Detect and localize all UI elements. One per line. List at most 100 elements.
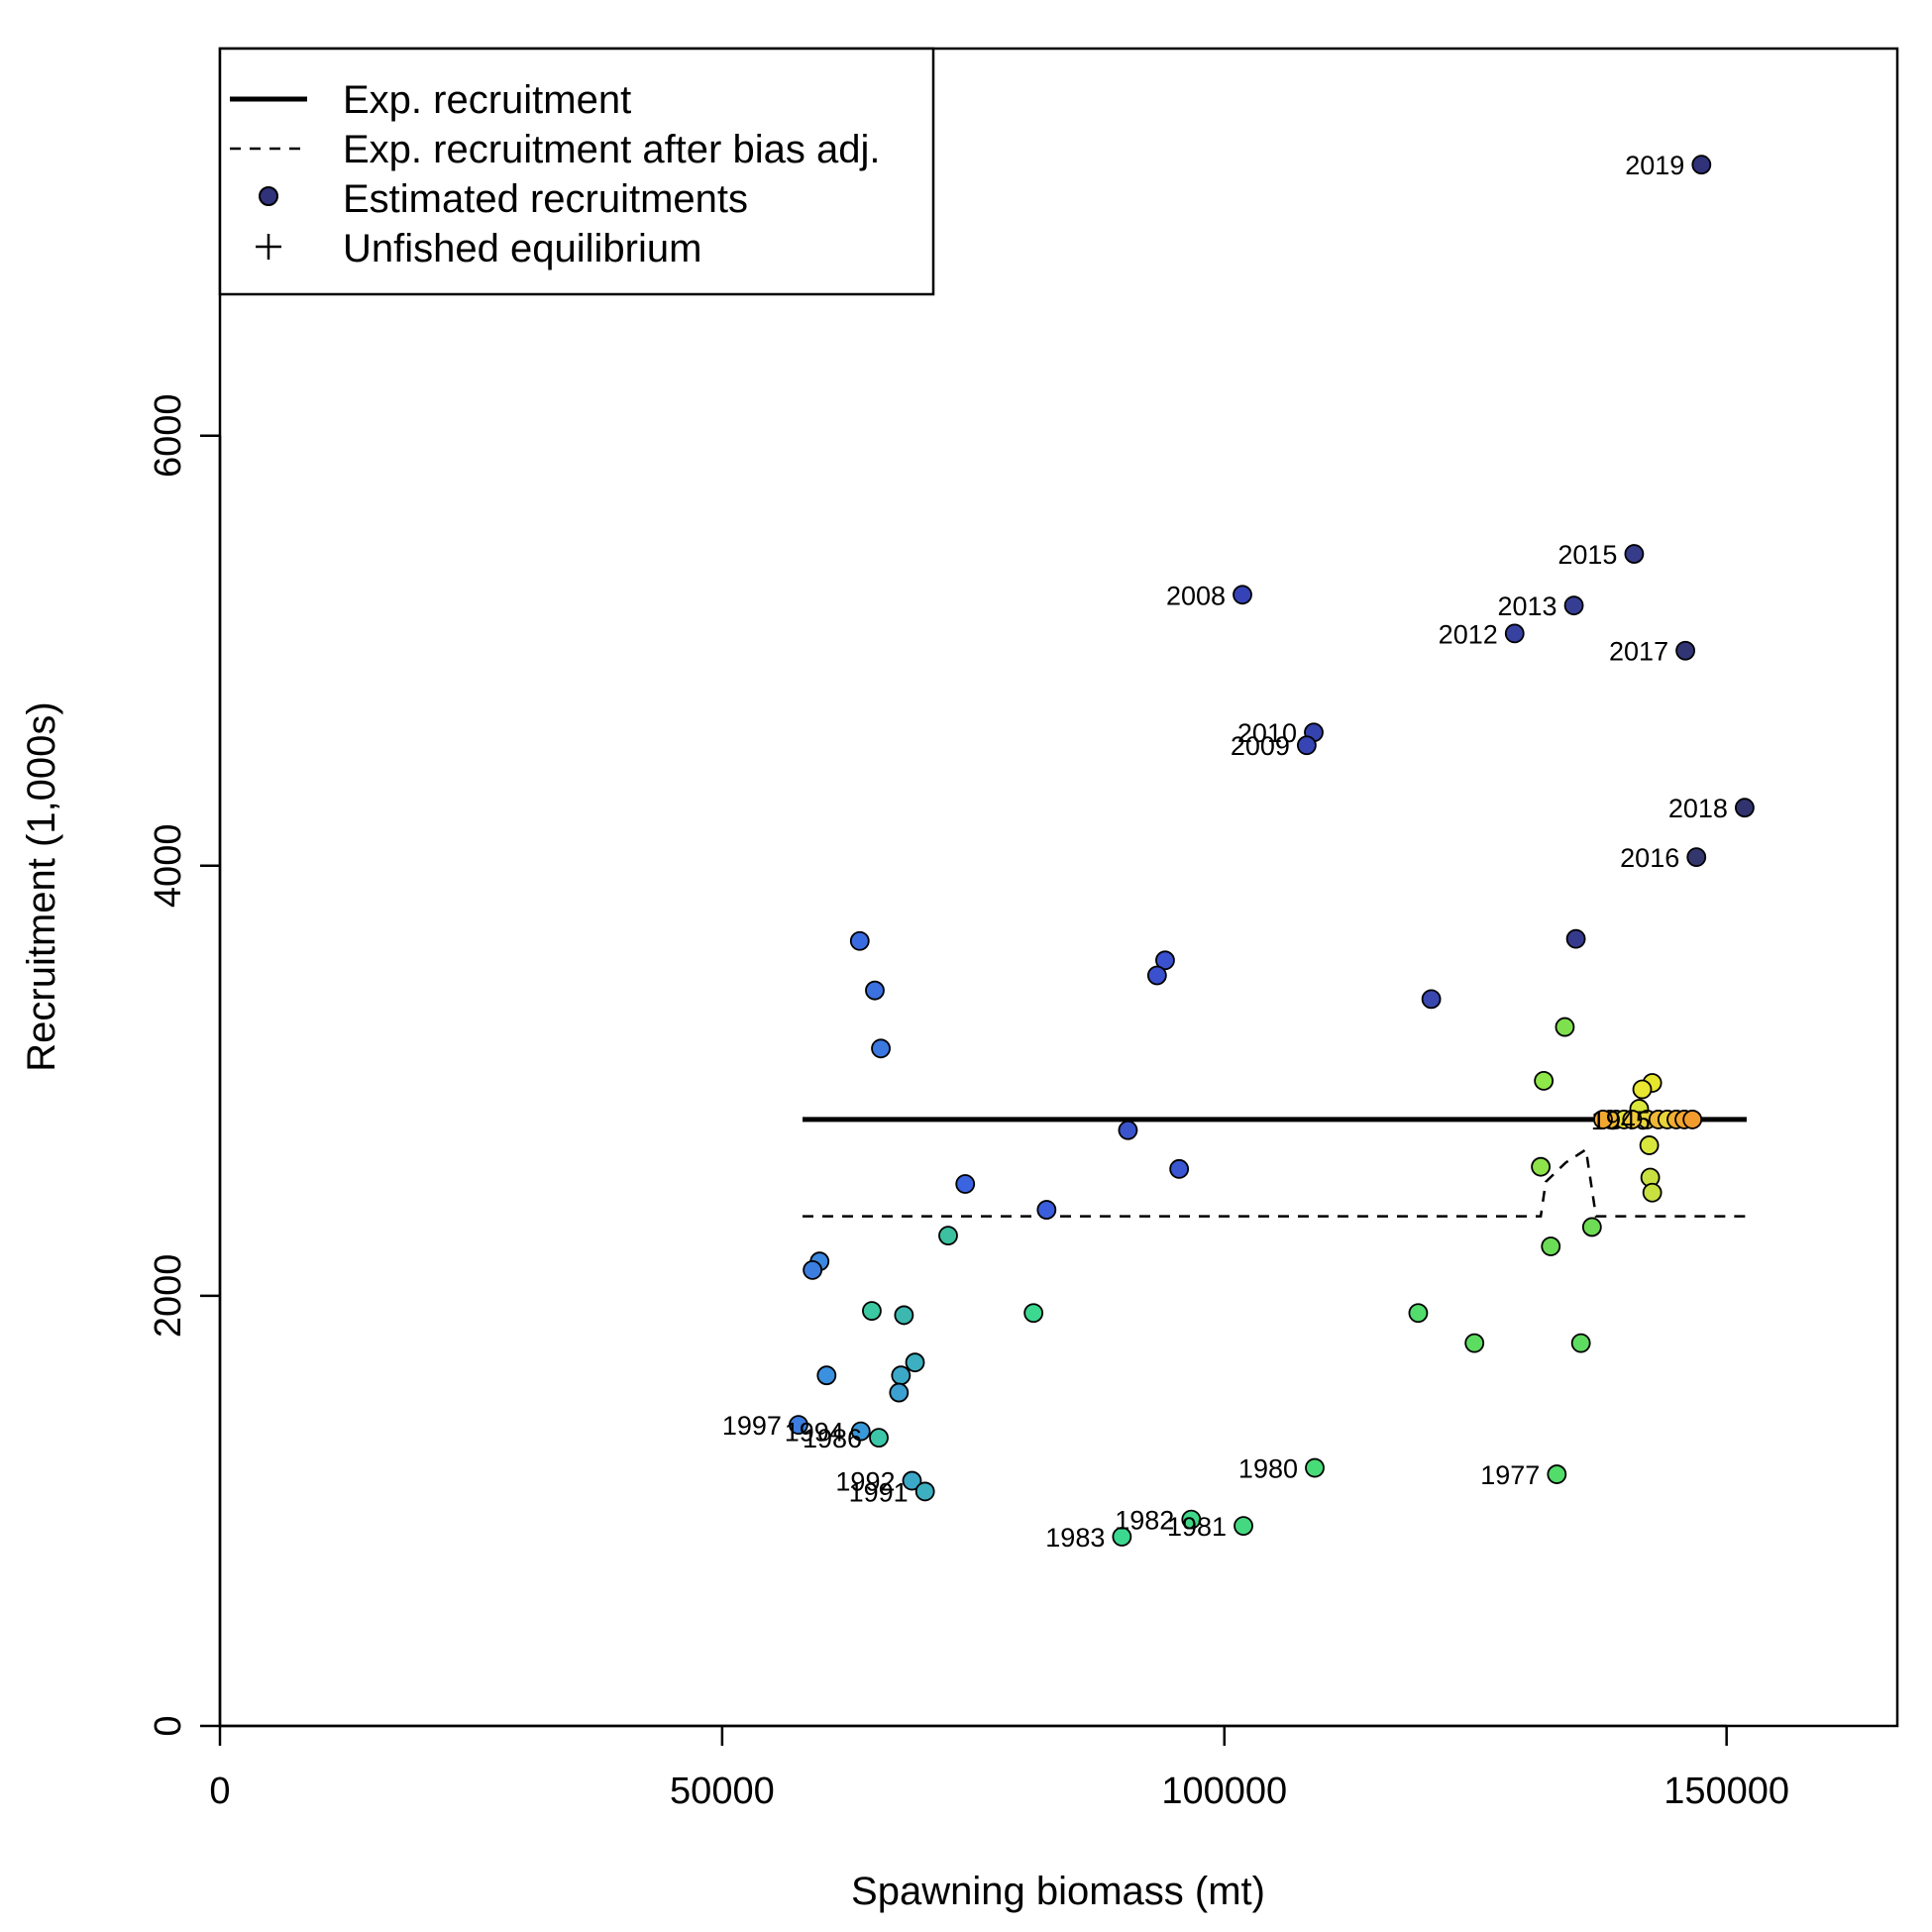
x-axis-title: Spawning biomass (mt) — [851, 1870, 1265, 1913]
recruitment-point — [789, 1415, 808, 1436]
recruitment-point — [1023, 1303, 1044, 1324]
y-tick-label: 4000 — [148, 824, 189, 909]
recruitment-point — [1146, 965, 1167, 986]
y-tick-label: 6000 — [148, 393, 189, 478]
recruitment-point — [1155, 950, 1175, 971]
legend-estimated-recruitments: Estimated recruitments — [343, 177, 748, 221]
recruitment-point — [871, 1038, 891, 1059]
recruitment-point — [1632, 1079, 1653, 1100]
year-label: 1994 — [785, 1418, 844, 1448]
recruitment-point — [1547, 1464, 1567, 1484]
year-label: 1945 — [1591, 1106, 1651, 1135]
year-label: 2015 — [1557, 540, 1617, 570]
year-label: 2017 — [1609, 637, 1668, 667]
year-label: 1986 — [803, 1424, 862, 1453]
recruitment-point — [1593, 1110, 1613, 1129]
year-label: 1981 — [1167, 1512, 1227, 1542]
y-tick-label: 0 — [148, 1715, 189, 1736]
recruitment-point — [1581, 1217, 1602, 1237]
legend-unfished-equilibrium: Unfished equilibrium — [343, 227, 701, 270]
y-tick-label: 2000 — [148, 1254, 189, 1339]
recruitment-point — [1464, 1333, 1485, 1353]
recruitment-point — [850, 1421, 871, 1442]
year-label: 2018 — [1668, 794, 1728, 823]
recruitment-point — [869, 1428, 889, 1449]
recruitment-point — [1675, 640, 1695, 661]
year-label: 2009 — [1231, 731, 1290, 761]
recruitment-point — [1534, 1070, 1555, 1091]
x-axis: 0 50000 100000 150000 — [209, 1724, 1789, 1812]
legend-exp-recruitment-bias-adj: Exp. recruitment after bias adj. — [343, 128, 880, 171]
recruitment-point — [1624, 544, 1645, 564]
recruitment-point — [1169, 1158, 1190, 1179]
recruitment-point — [1563, 595, 1584, 616]
recruitment-point — [1691, 155, 1712, 175]
year-label: 1997 — [722, 1411, 782, 1441]
bias-adjusted-recruitment-line — [802, 1147, 1747, 1218]
legend-exp-recruitment: Exp. recruitment — [343, 78, 631, 122]
recruitment-point — [1686, 847, 1707, 868]
recruitment-point — [889, 1382, 910, 1403]
year-label: 2008 — [1166, 581, 1226, 610]
year-label: 1977 — [1480, 1460, 1540, 1490]
recruitment-point — [891, 1365, 912, 1386]
year-label: 2016 — [1620, 843, 1679, 873]
recruitment-point — [1735, 798, 1755, 818]
legend-circle-icon — [259, 186, 278, 206]
y-axis: 0 2000 4000 6000 — [148, 393, 222, 1737]
recruitment-point — [1639, 1135, 1660, 1155]
x-tick-label: 50000 — [670, 1771, 775, 1812]
recruitment-point — [865, 980, 885, 1001]
recruitment-point — [1408, 1303, 1429, 1324]
recruitment-point — [914, 1481, 935, 1502]
year-label: 2019 — [1625, 151, 1684, 180]
legend-plus-icon — [256, 234, 281, 260]
recruitment-point — [1622, 1110, 1643, 1129]
points-layer — [789, 155, 1755, 1547]
y-axis-title: Recruitment (1,000s) — [20, 701, 63, 1071]
recruitment-point — [1118, 1120, 1138, 1140]
recruitment-point — [1541, 1236, 1561, 1256]
recruitment-point — [1682, 1110, 1703, 1129]
legend: Exp. recruitment Exp. recruitment after … — [218, 47, 935, 296]
recruitment-point — [1642, 1182, 1663, 1203]
recruitment-point — [1421, 989, 1442, 1010]
recruitment-point — [816, 1365, 837, 1386]
recruitment-point — [955, 1174, 976, 1194]
bias-adjusted-line-layer — [802, 1147, 1747, 1218]
recruitment-point — [1531, 1156, 1552, 1177]
recruitment-point — [905, 1352, 925, 1373]
recruitment-point — [1234, 1516, 1253, 1537]
recruitment-point — [1181, 1509, 1202, 1530]
year-label: 2010 — [1237, 718, 1297, 748]
legend-box — [218, 47, 935, 296]
recruitment-point — [938, 1226, 958, 1246]
recruitment-point — [1297, 735, 1317, 756]
recruitment-point — [1565, 928, 1586, 949]
year-label: 1992 — [835, 1467, 895, 1497]
recruitment-point — [1504, 623, 1525, 644]
recruitment-point — [1570, 1333, 1591, 1353]
recruitment-point — [803, 1259, 823, 1280]
year-label: 2012 — [1439, 619, 1498, 649]
x-tick-label: 0 — [209, 1771, 230, 1812]
x-tick-label: 150000 — [1664, 1771, 1789, 1812]
recruitment-point — [1555, 1017, 1575, 1037]
year-label: 1983 — [1045, 1523, 1105, 1553]
year-label: 1980 — [1238, 1454, 1298, 1484]
recruitment-point — [1233, 585, 1252, 605]
year-label: 1991 — [849, 1477, 909, 1507]
recruitment-point — [1036, 1200, 1057, 1220]
recruitment-point — [1305, 1457, 1325, 1478]
recruitment-point — [862, 1301, 882, 1321]
year-label: 2013 — [1497, 591, 1556, 621]
recruitment-point — [1112, 1527, 1132, 1547]
year-label: 1982 — [1115, 1506, 1174, 1536]
recruitment-point — [849, 930, 870, 951]
recruitment-point — [894, 1305, 914, 1326]
x-tick-label: 100000 — [1161, 1771, 1287, 1812]
recruitment-point — [902, 1470, 922, 1491]
